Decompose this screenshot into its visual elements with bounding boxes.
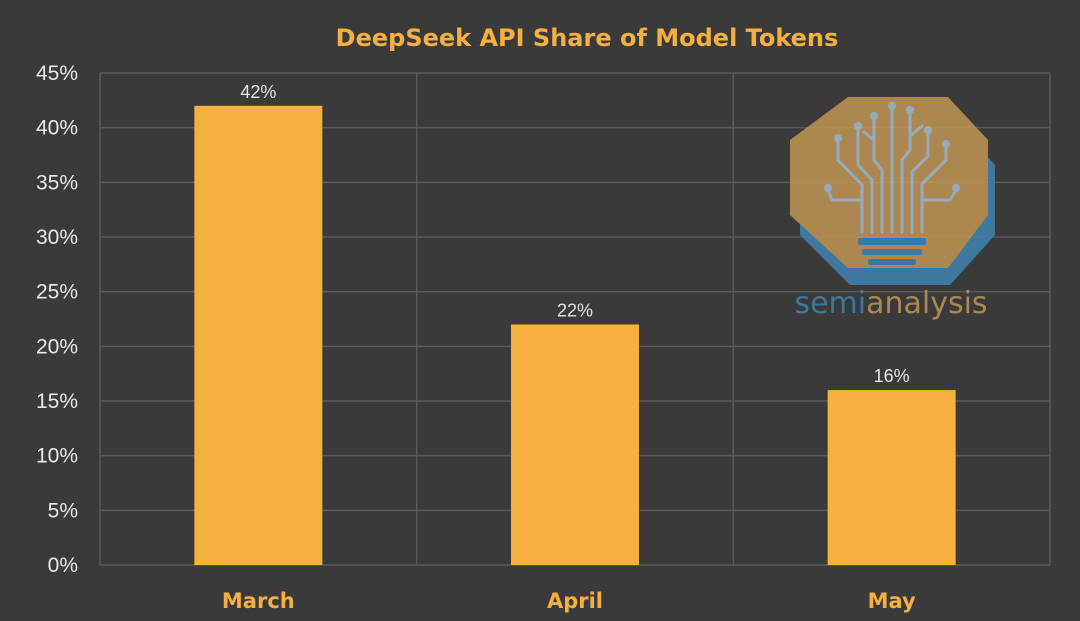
y-tick-label: 20% [36, 335, 78, 358]
y-tick-label: 30% [36, 226, 78, 249]
x-category-label: April [547, 589, 603, 613]
lightbulb-base [858, 238, 926, 265]
circuit-nodes [824, 102, 960, 192]
chart-title: DeepSeek API Share of Model Tokens [336, 24, 839, 52]
x-axis-categories: March April May [222, 589, 916, 613]
y-tick-label: 35% [36, 171, 78, 194]
bar-march [194, 105, 323, 566]
bar-may [827, 390, 956, 565]
y-tick-label: 0% [48, 554, 78, 577]
y-tick-label: 15% [36, 390, 78, 413]
y-tick-label: 25% [36, 281, 78, 304]
bar-data-label: 16% [874, 366, 910, 386]
bars [194, 105, 956, 566]
y-tick-label: 10% [36, 445, 78, 468]
tree-circuit-lightbulb-icon [790, 97, 995, 285]
x-category-label: March [222, 589, 295, 613]
bar-data-label: 22% [557, 300, 593, 320]
y-tick-label: 40% [36, 117, 78, 140]
watermark-text: semianalysis [794, 286, 987, 321]
y-axis-ticks: 0% 5% 10% 15% 20% 25% 30% 35% 40% 45% [36, 62, 78, 577]
data-labels: 42% 22% 16% [240, 82, 909, 386]
circuit-tree-lines [826, 106, 958, 234]
bar-april [511, 324, 639, 565]
y-tick-label: 5% [48, 499, 78, 522]
semianalysis-watermark: semianalysis [790, 97, 995, 321]
bar-data-label: 42% [240, 82, 276, 102]
x-category-label: May [868, 589, 916, 613]
y-tick-label: 45% [36, 62, 78, 85]
